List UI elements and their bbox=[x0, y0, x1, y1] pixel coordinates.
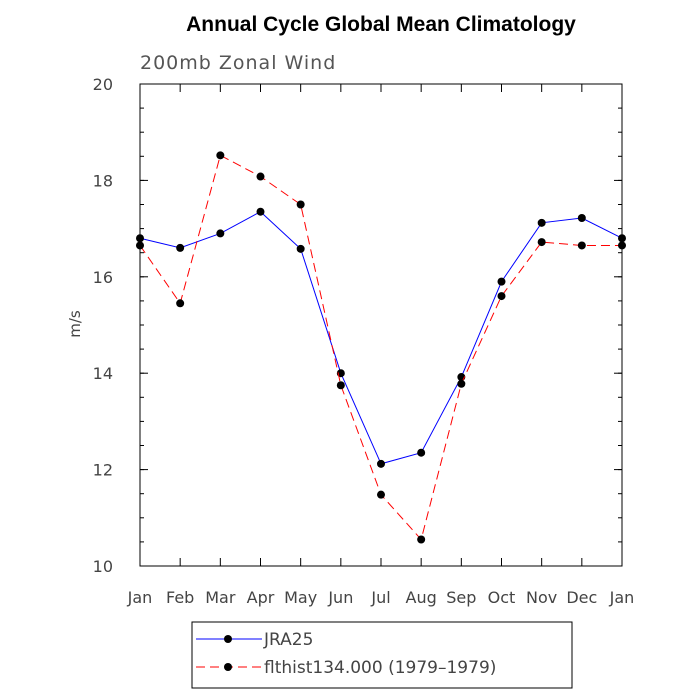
data-point bbox=[537, 218, 546, 227]
data-point bbox=[618, 241, 626, 250]
data-point bbox=[136, 234, 144, 243]
y-axis: 10 12 14 16 18 20 bbox=[93, 75, 622, 576]
data-point bbox=[537, 238, 546, 247]
y-tick-label: 10 bbox=[93, 557, 113, 576]
legend-label: JRA25 bbox=[263, 630, 313, 650]
legend-item: JRA25 bbox=[196, 630, 313, 650]
series-1 bbox=[136, 151, 626, 544]
data-point bbox=[377, 459, 385, 468]
x-tick-label: Aug bbox=[406, 588, 437, 607]
x-tick-label: Sep bbox=[446, 588, 476, 607]
data-point bbox=[216, 151, 225, 160]
legend: JRA25 flthist134.000 (1979–1979) bbox=[191, 621, 573, 689]
data-point bbox=[417, 448, 426, 457]
legend-marker bbox=[224, 663, 232, 671]
data-point bbox=[497, 292, 506, 301]
legend-box bbox=[191, 621, 573, 689]
data-point bbox=[216, 229, 225, 238]
series-line bbox=[139, 154, 622, 541]
y-tick-label: 18 bbox=[93, 171, 113, 190]
data-point bbox=[176, 243, 185, 252]
data-point bbox=[256, 172, 265, 181]
data-point bbox=[136, 241, 144, 250]
data-point bbox=[176, 299, 185, 308]
x-tick-label: Jan bbox=[609, 588, 635, 607]
x-tick-label: Oct bbox=[488, 588, 516, 607]
x-tick-label: Nov bbox=[526, 588, 557, 607]
data-point bbox=[577, 213, 586, 222]
x-tick-label: Jan bbox=[127, 588, 153, 607]
x-tick-label: May bbox=[284, 588, 317, 607]
x-tick-label: Feb bbox=[166, 588, 194, 607]
data-point bbox=[296, 244, 305, 253]
y-axis-label: m/s bbox=[66, 310, 84, 338]
data-point bbox=[377, 490, 385, 499]
data-point bbox=[417, 535, 426, 544]
legend-marker bbox=[224, 635, 232, 643]
x-tick-label: Jun bbox=[327, 588, 353, 607]
chart-title: Annual Cycle Global Mean Climatology bbox=[186, 13, 576, 36]
series-layer bbox=[136, 151, 626, 544]
data-point bbox=[296, 200, 305, 209]
y-tick-label: 16 bbox=[93, 268, 113, 287]
data-point bbox=[618, 234, 626, 243]
data-point bbox=[497, 277, 506, 286]
x-tick-label: Jul bbox=[370, 588, 390, 607]
y-tick-label: 14 bbox=[93, 364, 113, 383]
series-line bbox=[139, 211, 623, 465]
x-tick-label: Apr bbox=[247, 588, 275, 607]
y-tick-label: 20 bbox=[93, 75, 113, 94]
data-point bbox=[336, 381, 345, 390]
data-point bbox=[256, 207, 265, 216]
x-tick-label: Dec bbox=[566, 588, 597, 607]
x-axis: Jan Feb Mar Apr May Jun Jul Aug Sep Oct Nov Dec Jan bbox=[127, 84, 635, 607]
legend-item: flthist134.000 (1979–1979) bbox=[196, 658, 496, 678]
chart-subtitle: 200mb Zonal Wind bbox=[140, 52, 336, 74]
y-tick-label: 12 bbox=[93, 461, 113, 480]
series-0 bbox=[136, 207, 626, 468]
legend-label: flthist134.000 (1979–1979) bbox=[264, 658, 496, 678]
data-point bbox=[457, 379, 466, 388]
data-point bbox=[577, 241, 586, 250]
x-tick-label: Mar bbox=[205, 588, 236, 607]
